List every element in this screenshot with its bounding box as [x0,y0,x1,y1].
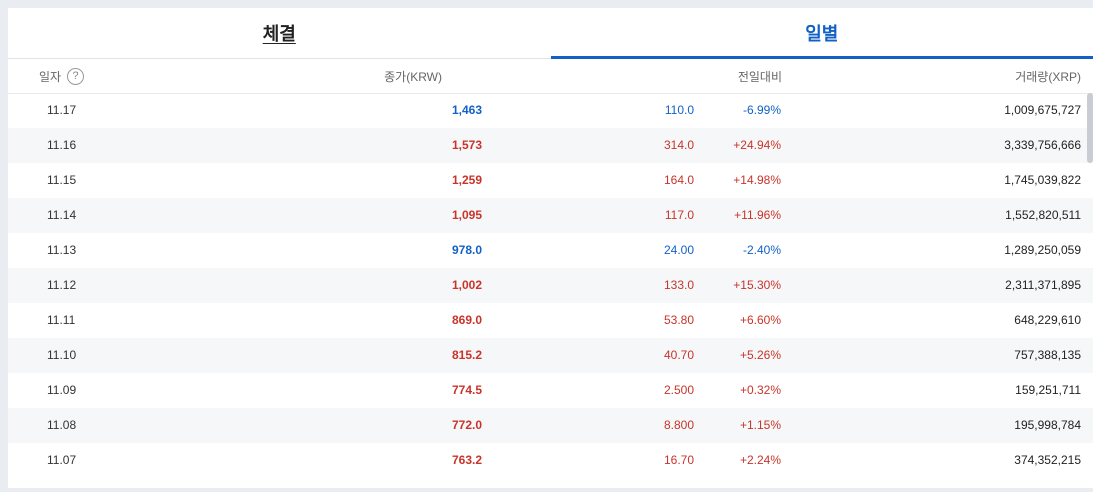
tab-daily-label: 일별 [805,24,839,44]
row-date: 11.11 [47,313,76,327]
table-row: 11.10 815.2 40.70 +5.26% 757,388,135 [8,338,1093,373]
row-date: 11.15 [47,173,77,187]
help-icon[interactable]: ? [67,67,85,85]
table-row: 11.14 1,095 117.0 +11.96% 1,552,820,511 [8,198,1093,233]
row-change-rate: +11.96% [734,208,781,222]
table-row: 11.12 1,002 133.0 +15.30% 2,311,371,895 [8,268,1093,303]
row-date: 11.13 [47,243,77,257]
row-volume: 2,311,371,895 [1005,278,1081,292]
table-row: 11.08 772.0 8.800 +1.15% 195,998,784 [8,408,1093,443]
table-row: 11.11 869.0 53.80 +6.60% 648,229,610 [8,303,1093,338]
table-body: 11.17 1,463 110.0 -6.99% 1,009,675,727 11.16 1… [8,93,1093,488]
row-date: 11.14 [47,208,77,222]
row-price: 1,095 [451,208,482,222]
row-date: 11.10 [47,348,77,362]
row-date: 11.16 [47,138,77,152]
row-change-amount: 24.00 [663,243,694,257]
header-volume: 거래량(XRP) [1015,69,1081,84]
row-volume: 1,009,675,727 [1004,103,1081,117]
row-change-amount: 164.0 [663,173,694,187]
row-price: 815.2 [451,348,482,362]
header-date: 일자 ? [8,67,268,85]
row-price: 763.2 [451,453,482,467]
row-price: 1,463 [451,103,482,117]
table-row: 11.17 1,463 110.0 -6.99% 1,009,675,727 [8,93,1093,128]
row-change-amount: 8.800 [663,418,694,432]
row-change-rate: +6.60% [739,313,781,327]
row-change-amount: 133.0 [663,278,694,292]
row-price: 774.5 [451,383,482,397]
header-change: 전일대비 [737,69,782,84]
row-price: 772.0 [451,418,482,432]
row-volume: 1,745,039,822 [1004,173,1081,187]
row-price: 869.0 [451,313,482,327]
header-date-label: 일자 [39,69,62,84]
row-change-rate: -6.99% [742,103,781,117]
header-price: 종가(KRW) [384,69,442,84]
row-change-rate: +14.98% [733,173,781,187]
row-change-amount: 110.0 [664,103,694,117]
table-row: 11.13 978.0 24.00 -2.40% 1,289,250,059 [8,233,1093,268]
row-change-amount: 117.0 [664,208,694,222]
row-change-amount: 2.500 [663,383,694,397]
tab-trades-label: 체결 [262,24,296,44]
row-volume: 648,229,610 [1014,313,1081,327]
row-change-rate: +15.30% [733,278,781,292]
row-change-rate: -2.40% [742,243,781,257]
row-change-rate: +2.24% [739,453,781,467]
row-change-rate: +24.94% [733,138,781,152]
tab-trades[interactable]: 체결 [8,8,551,58]
row-price: 1,259 [451,173,482,187]
row-price: 1,002 [451,278,482,292]
row-volume: 3,339,756,666 [1004,138,1081,152]
row-change-rate: +0.32% [739,383,781,397]
row-date: 11.08 [47,418,77,432]
row-volume: 757,388,135 [1014,348,1081,362]
row-volume: 1,552,820,511 [1005,208,1081,222]
row-date: 11.09 [47,383,77,397]
daily-price-panel: 체결 일별 일자 ? 종가(KRW) 전일대비 거래량(XRP) 11.17 1,… [8,8,1093,488]
row-price: 1,573 [451,138,482,152]
table-row: 11.07 763.2 16.70 +2.24% 374,352,215 [8,443,1093,478]
row-change-amount: 16.70 [663,453,694,467]
tab-bar: 체결 일별 [8,8,1093,59]
row-date: 11.17 [47,103,77,117]
table-row: 11.15 1,259 164.0 +14.98% 1,745,039,822 [8,163,1093,198]
table-header: 일자 ? 종가(KRW) 전일대비 거래량(XRP) [8,59,1093,94]
row-change-amount: 53.80 [663,313,694,327]
row-change-amount: 314.0 [663,138,694,152]
row-date: 11.07 [47,453,77,467]
row-change-rate: +5.26% [739,348,781,362]
table-row: 11.09 774.5 2.500 +0.32% 159,251,711 [8,373,1093,408]
row-volume: 374,352,215 [1014,453,1081,467]
row-date: 11.12 [47,278,77,292]
row-volume: 195,998,784 [1014,418,1081,432]
table-row: 11.16 1,573 314.0 +24.94% 3,339,756,666 [8,128,1093,163]
row-volume: 159,251,711 [1015,383,1081,397]
row-volume: 1,289,250,059 [1004,243,1081,257]
tab-daily[interactable]: 일별 [550,8,1093,59]
scrollbar-thumb[interactable] [1087,93,1093,163]
row-change-rate: +1.15% [739,418,781,432]
row-price: 978.0 [451,243,482,257]
row-change-amount: 40.70 [663,348,694,362]
